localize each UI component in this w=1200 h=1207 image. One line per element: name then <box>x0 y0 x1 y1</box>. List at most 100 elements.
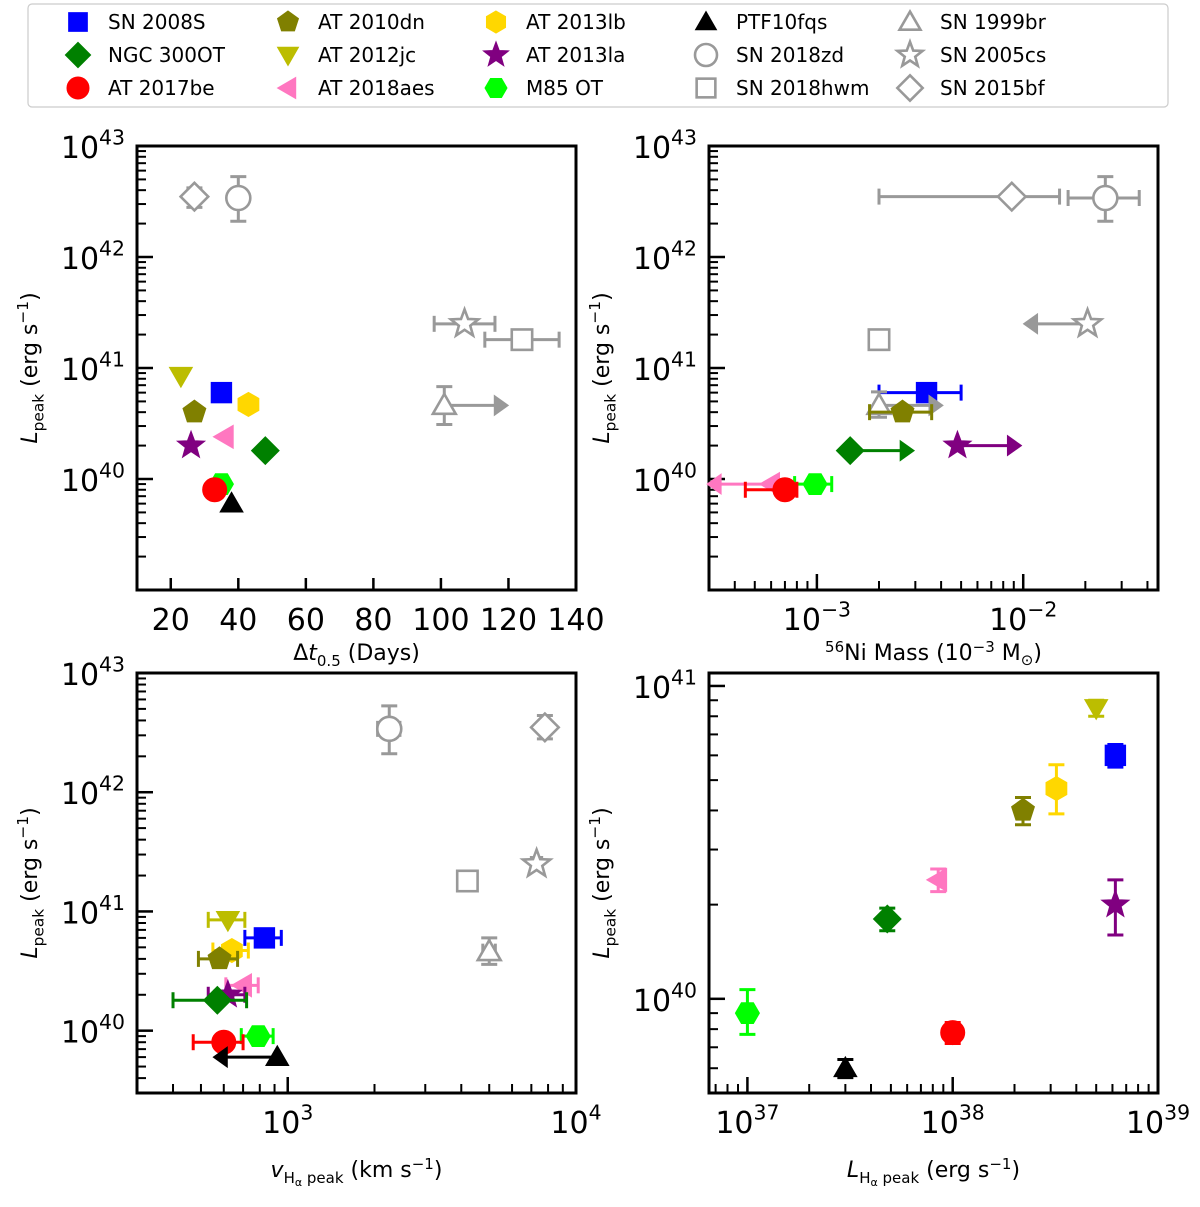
data-point <box>237 391 260 417</box>
data-point <box>1022 305 1105 339</box>
data-point <box>877 180 1062 213</box>
y-tick-label: 1043 <box>633 126 697 167</box>
y-tick-label: 1042 <box>633 237 697 278</box>
y-tick-label: 1040 <box>61 459 125 500</box>
data-point <box>432 305 497 339</box>
data-point-marker <box>237 391 260 417</box>
y-tick-label: 1042 <box>61 237 125 278</box>
data-point <box>833 1055 858 1080</box>
y-axis-label: Lpeak (erg s−1) <box>586 292 619 443</box>
data-point-marker <box>519 845 554 879</box>
data-point-marker <box>202 985 232 1015</box>
legend-entry: AT 2018aes <box>276 76 435 100</box>
limit-arrow-head <box>1006 434 1023 457</box>
legend-marker <box>485 10 507 34</box>
x-tick-label: 1039 <box>1126 1101 1190 1142</box>
data-point-marker <box>212 424 234 450</box>
x-tick-label: 104 <box>550 1101 601 1142</box>
legend-label: M85 OT <box>526 76 604 100</box>
y-tick-label: 1041 <box>633 665 697 706</box>
x-ticks <box>714 1077 1160 1093</box>
data-point-marker <box>772 477 798 503</box>
data-point <box>1045 763 1068 816</box>
data-point <box>212 424 234 450</box>
data-point-marker <box>867 328 891 352</box>
data-point <box>210 381 233 404</box>
legend-entry: SN 1999br <box>897 8 1047 34</box>
x-tick-label: 60 <box>287 603 325 638</box>
limit-arrow-head <box>706 473 722 496</box>
legend-marker <box>484 77 508 99</box>
data-point <box>239 1025 275 1048</box>
panel-1: 1040 1041 1042 1043 20 40 60 80 100 120 140 Δt0.5 (… <box>14 126 604 671</box>
data-point-marker <box>1104 744 1127 767</box>
legend-marker <box>64 41 92 69</box>
data-point-marker <box>734 1002 760 1025</box>
legend-label: SN 2018zd <box>736 43 844 67</box>
limit-arrow-head <box>1022 312 1039 335</box>
x-tick-label: 40 <box>219 603 257 638</box>
data-point <box>743 477 799 503</box>
legend-marker <box>276 76 297 100</box>
data-points <box>734 698 1131 1080</box>
legend-entry: SN 2018hwm <box>695 76 869 100</box>
legend-marker <box>68 12 88 32</box>
legend-entry: M85 OT <box>484 76 604 100</box>
x-tick-label: 140 <box>547 603 604 638</box>
data-point <box>168 366 194 389</box>
data-point <box>867 328 891 352</box>
data-point <box>206 910 247 933</box>
data-point <box>1066 175 1141 223</box>
data-point <box>196 946 240 970</box>
legend-marker <box>276 46 300 67</box>
data-point <box>212 1044 290 1069</box>
data-point-marker <box>225 184 252 212</box>
data-point <box>191 1029 245 1055</box>
limit-arrow-head <box>899 439 916 462</box>
data-point-marker <box>833 1055 858 1078</box>
data-point-marker <box>219 491 244 513</box>
data-point <box>734 988 760 1036</box>
data-point-marker <box>940 1020 966 1046</box>
panels: 1040 1041 1042 1043 20 40 60 80 100 120 140 Δt0.5 (… <box>14 126 1190 1190</box>
data-point <box>706 471 781 497</box>
data-point-marker <box>245 1025 271 1048</box>
data-point <box>1100 878 1131 937</box>
legend-marker <box>895 73 925 103</box>
data-point-marker <box>996 180 1028 213</box>
legend-label: SN 1999br <box>940 10 1047 34</box>
x-tick-label: 120 <box>480 603 537 638</box>
x-tick-label: 10−3 <box>783 598 851 639</box>
data-point <box>529 711 561 743</box>
x-tick-label: 10−2 <box>989 598 1057 639</box>
legend-label: AT 2013lb <box>526 10 626 34</box>
legend-label: NGC 300OT <box>108 43 226 67</box>
data-point-marker <box>1070 305 1105 339</box>
legend-marker <box>66 76 90 100</box>
legend-entry: SN 2005cs <box>893 38 1046 69</box>
data-point <box>171 985 249 1015</box>
data-point <box>243 927 283 949</box>
legend-label: AT 2012jc <box>318 43 416 67</box>
data-point <box>178 180 211 213</box>
y-tick-label: 1042 <box>61 772 125 813</box>
x-tick-label: 1038 <box>921 1101 985 1142</box>
data-point <box>872 904 902 934</box>
limit-arrow-head <box>493 394 510 417</box>
data-point-marker <box>230 973 252 998</box>
data-point <box>1104 742 1127 769</box>
legend-label: AT 2018aes <box>318 76 435 100</box>
limit-arrow-head <box>212 1046 228 1069</box>
data-point-marker <box>455 869 479 893</box>
legend-label: AT 2013la <box>526 43 625 67</box>
y-tick-label: 1041 <box>61 348 125 389</box>
legend-entry: AT 2012jc <box>276 43 416 67</box>
data-point-marker <box>207 946 232 970</box>
data-point-marker <box>1083 699 1109 721</box>
legend-label: AT 2010dn <box>318 10 425 34</box>
plot-frame <box>707 144 1160 592</box>
data-point-marker <box>1100 888 1131 918</box>
y-ticks <box>709 684 725 1094</box>
data-point <box>475 936 503 966</box>
